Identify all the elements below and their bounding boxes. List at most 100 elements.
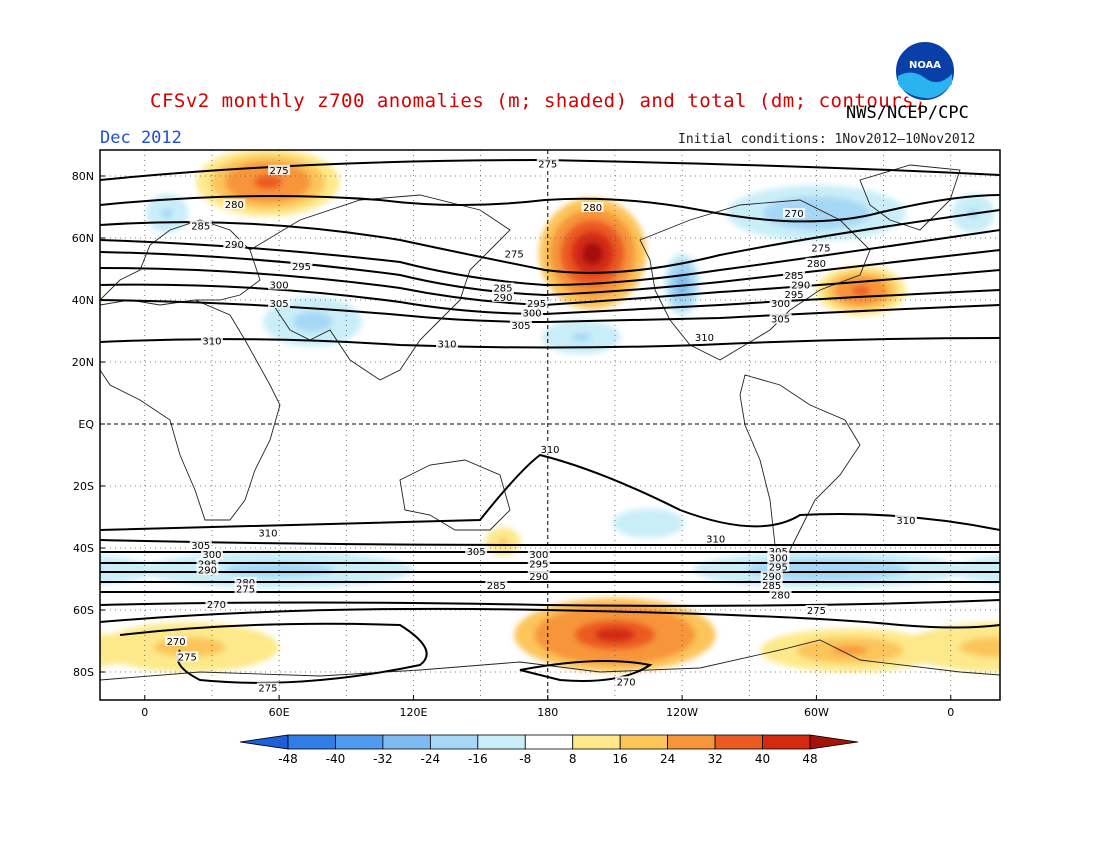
colorbar-tick-label: -16 [468, 752, 488, 766]
lon-tick-label: 120W [666, 706, 698, 719]
colorbar-tick-label: 48 [802, 752, 817, 766]
svg-text:275: 275 [236, 584, 255, 595]
contour-label: 295 [767, 561, 790, 574]
colorbar-swatch [572, 734, 621, 750]
colorbar-tick-label: -40 [326, 752, 346, 766]
contour-label: 285 [760, 580, 783, 592]
lat-lon-grid [100, 150, 1000, 700]
contour-label: 290 [760, 570, 783, 583]
contour-label: 280 [769, 589, 792, 602]
contour-label: 285 [491, 282, 514, 295]
contour-label: 285 [783, 270, 806, 282]
svg-text:300: 300 [202, 550, 221, 561]
lat-tick-label: 60N [72, 232, 94, 245]
svg-text:300: 300 [769, 553, 788, 564]
svg-text:280: 280 [583, 203, 602, 214]
contour-label: 305 [465, 546, 488, 558]
contour-label: 275 [805, 605, 828, 617]
colorbar-tick-label: 8 [569, 752, 577, 766]
svg-text:305: 305 [270, 299, 289, 310]
contour-label: 275 [503, 248, 526, 261]
colorbar-swatch [762, 734, 811, 750]
svg-text:305: 305 [511, 321, 530, 332]
lat-tick-label: 80N [72, 170, 94, 183]
contour-label: 285 [485, 580, 508, 592]
anomaly-blob [514, 597, 716, 672]
lat-tick-label: 40S [73, 542, 94, 555]
contour-label: 295 [525, 298, 548, 310]
colorbar-tick-label: -24 [421, 752, 441, 766]
contour-label: 295 [783, 288, 806, 301]
svg-text:285: 285 [487, 581, 506, 592]
svg-text:305: 305 [467, 547, 486, 558]
svg-text:270: 270 [167, 637, 186, 648]
lat-tick-label: 60S [73, 604, 94, 617]
colorbar-swatch [335, 734, 384, 750]
contour-label: 275 [536, 158, 559, 171]
contour-label: 275 [176, 651, 199, 664]
contour-label: 310 [704, 533, 727, 546]
anomaly-blob [603, 504, 694, 542]
svg-text:295: 295 [784, 290, 803, 301]
contour-label: 310 [436, 338, 459, 350]
contour-label: 305 [509, 319, 532, 332]
contour-label: 310 [539, 443, 561, 456]
contour-label: 300 [268, 279, 291, 292]
svg-text:280: 280 [225, 200, 244, 211]
colorbar-tick-label: -48 [278, 752, 298, 766]
colorbar-tick-label: 32 [707, 752, 722, 766]
svg-text:295: 295 [529, 560, 548, 571]
svg-text:290: 290 [762, 572, 781, 583]
contour-label: 290 [491, 291, 514, 304]
lat-tick-label: 80S [73, 666, 94, 679]
svg-text:305: 305 [771, 315, 790, 326]
svg-text:310: 310 [258, 529, 277, 540]
contour-label: 300 [527, 549, 550, 561]
colorbar-tick-label: -32 [373, 752, 393, 766]
forecast-month: Dec 2012 [100, 128, 182, 148]
svg-text:300: 300 [529, 550, 548, 561]
svg-text:300: 300 [771, 299, 790, 310]
lat-tick-label: 20S [73, 480, 94, 493]
svg-text:310: 310 [896, 516, 915, 527]
svg-text:295: 295 [527, 299, 546, 310]
svg-text:300: 300 [523, 308, 542, 319]
contour-label: 270 [165, 636, 188, 648]
plot-frame [99, 149, 1001, 701]
noaa-logo-icon: NOAA [894, 40, 956, 102]
lon-tick-label: 180 [537, 706, 558, 719]
contour-label: 290 [789, 279, 812, 292]
logo-text: NOAA [909, 60, 941, 71]
colorbar-swatch [667, 734, 716, 750]
lon-tick-label: 0 [947, 706, 954, 719]
contour-label: 290 [223, 239, 246, 251]
svg-text:285: 285 [493, 284, 512, 295]
contour-label: 280 [805, 257, 828, 270]
lat-tick-label: EQ [78, 418, 94, 431]
svg-text:290: 290 [529, 572, 548, 583]
colorbar-tick-label: 24 [660, 752, 675, 766]
contour-label: 300 [521, 307, 544, 319]
contour-label: 270 [615, 676, 638, 688]
svg-text:270: 270 [617, 677, 636, 688]
svg-text:285: 285 [191, 222, 210, 233]
colorbar-swatch [382, 734, 431, 750]
colorbar-swatch [714, 734, 763, 750]
chart-title: CFSv2 monthly z700 anomalies (m; shaded)… [150, 90, 927, 112]
contour-label: 310 [256, 527, 279, 540]
svg-text:300: 300 [270, 281, 289, 292]
svg-text:275: 275 [505, 250, 524, 261]
svg-text:310: 310 [540, 445, 559, 456]
contour-label: 295 [527, 558, 550, 571]
colorbar-swatch [619, 734, 669, 750]
contour-label: 305 [769, 313, 792, 326]
contour-label: 275 [268, 164, 291, 177]
lon-tick-label: 60E [269, 706, 290, 719]
svg-text:285: 285 [784, 271, 803, 282]
svg-text:280: 280 [771, 591, 790, 602]
axis-ticks: 80N 60N 40N 20N EQ 20S 40S 60S 80S 0 60E 120E 180 120… [72, 170, 954, 719]
contour-label: 275 [809, 242, 832, 254]
